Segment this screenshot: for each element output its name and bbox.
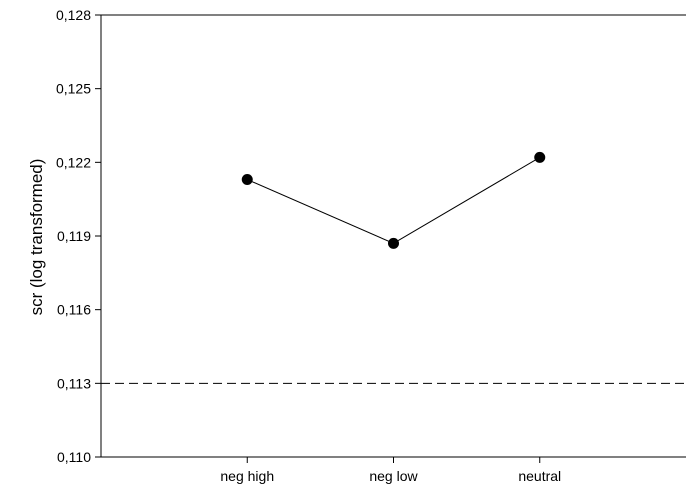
series-line [247,156,541,244]
y-tick-label: 0,125 [56,81,91,97]
x-tick-label: neg low [369,468,418,484]
data-point [534,151,546,163]
y-tick-label: 0,113 [57,375,91,391]
x-tick-label: neg high [220,468,274,484]
y-axis-title: scr (log transformed) [27,159,46,316]
y-tick-label: 0,128 [56,7,91,23]
y-tick-label: 0,110 [57,449,91,465]
data-point [241,174,253,186]
y-tick-label: 0,122 [56,154,91,170]
data-point [388,237,399,249]
y-tick-label: 0,116 [57,302,91,318]
series-layer [241,151,546,249]
axes-layer: 0,110 0,113 0,116 0,119 0,122 0,125 0,128 neg h… [56,7,686,484]
y-tick-label: 0,119 [57,228,91,244]
x-tick-label: neutral [518,468,561,484]
